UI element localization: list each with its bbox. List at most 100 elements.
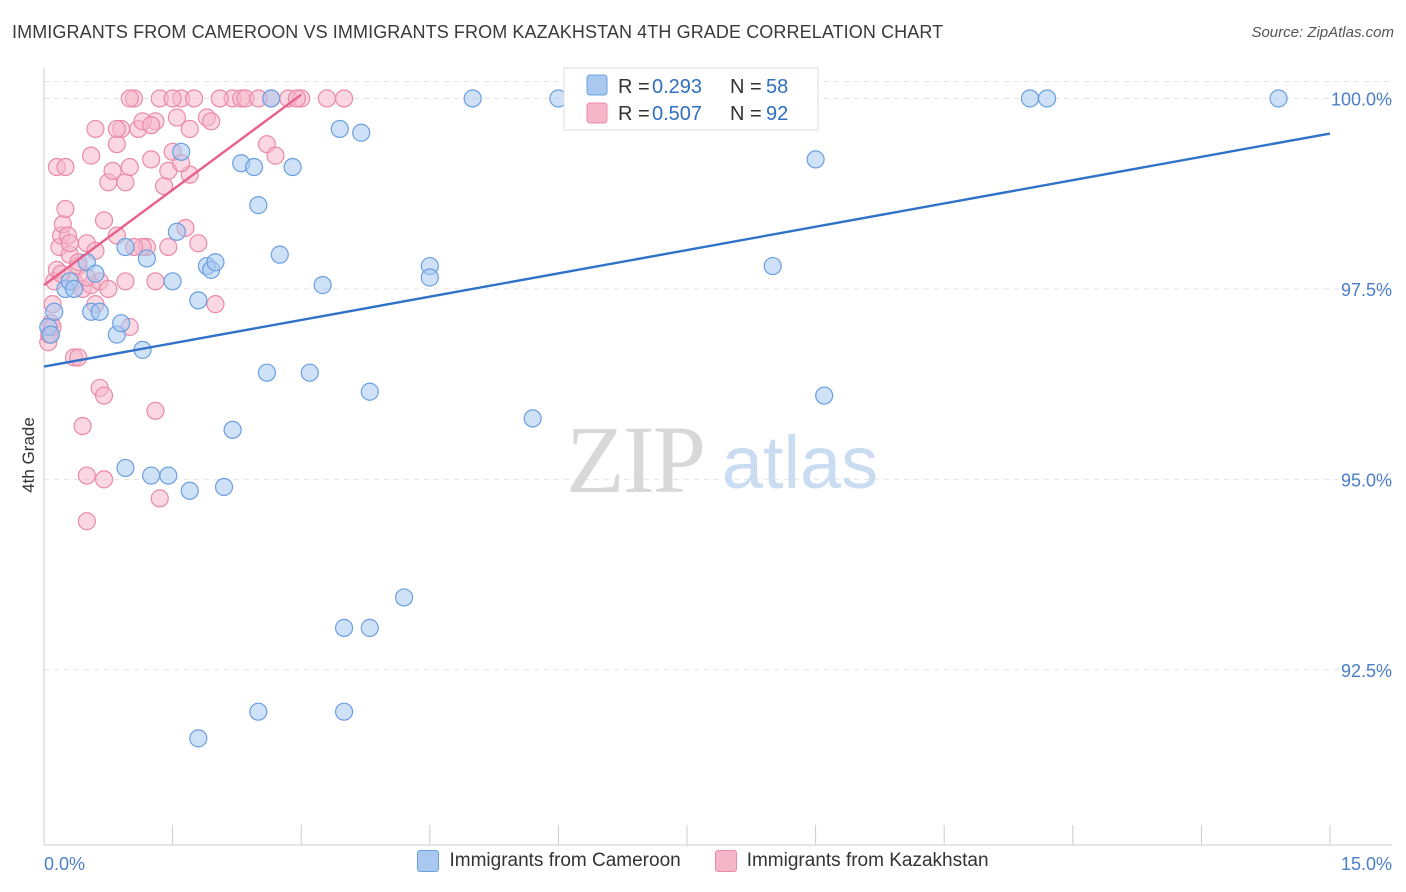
source-label: Source: ZipAtlas.com [1251,24,1394,41]
cameroon-point [86,264,105,283]
kazakhstan-point [77,466,96,485]
legend-r-label: R = [618,76,650,98]
kazakhstan-point [120,157,139,177]
kazakhstan-trend-line [43,93,302,287]
kazakhstan-point [180,119,199,139]
cameroon-point [137,249,156,268]
y-tick-label: 95.0% [1341,470,1392,490]
cameroon-point [360,382,379,401]
kazakhstan-point [189,234,208,253]
kazakhstan-point [146,272,165,291]
legend-swatch [714,850,737,872]
kazakhstan-point [107,119,126,139]
kazakhstan-point [107,135,126,154]
cameroon-point [163,272,182,291]
cameroon-point [763,256,782,276]
legend-n-label: N = [730,103,762,125]
legend-swatch-kazakhstan [586,102,608,124]
cameroon-point [1020,89,1040,108]
cameroon-point [249,702,268,721]
y-tick-label: 92.5% [1341,661,1392,681]
cameroon-point [257,363,277,382]
legend-label-cameroon: Immigrants from Cameroon [449,850,681,871]
kazakhstan-point [120,89,139,108]
cameroon-point [189,729,208,748]
cameroon-point [334,702,354,721]
axes [43,68,1392,846]
kazakhstan-point [116,272,135,291]
y-tick-labels: 92.5% 95.0% 97.5% 100.0% [1331,89,1392,680]
cameroon-point [334,618,354,637]
cameroon-point [313,276,332,295]
legend-r-label: R = [618,103,650,125]
cameroon-point [394,588,414,607]
y-axis-title: 4th Grade [19,417,38,493]
kazakhstan-point [334,89,354,108]
kazakhstan-point [266,146,285,165]
cameroon-point [206,253,225,272]
y-tick-label: 97.5% [1341,280,1392,300]
cameroon-point [159,466,178,485]
kazakhstan-point [116,173,135,192]
cameroon-point [45,302,64,321]
kazakhstan-point [56,157,75,177]
cameroon-point [360,618,379,637]
trend-lines [43,93,1331,368]
legend-r-kazakhstan: 0.507 [652,103,702,125]
kazakhstan-point [163,89,182,108]
kazakhstan-point [86,119,105,139]
kazakhstan-point [210,89,229,108]
legend-swatch-cameroon [586,74,608,96]
kazakhstan-point [56,199,75,219]
x-tick-label: 15.0% [1341,854,1392,874]
kazakhstan-point [202,112,221,131]
legend-label-kazakhstan: Immigrants from Kazakhstan [746,850,989,871]
x-tick-label: 0.0% [44,854,85,874]
cameroon-point [223,420,242,439]
kazakhstan-point [142,116,161,135]
kazakhstan-point [82,146,101,165]
cameroon-point [142,466,161,485]
legend-n-cameroon: 58 [766,76,788,98]
kazakhstan-point [94,211,114,230]
legend-swatch [417,850,440,872]
legend-n-label: N = [730,76,762,98]
kazakhstan-point [142,150,161,169]
cameroon-point [167,222,186,241]
kazakhstan-point [206,295,225,314]
watermark-zip: ZIP [566,406,704,513]
cameroon-point [262,89,281,108]
kazakhstan-point [317,89,337,108]
kazakhstan-point [69,348,88,367]
cameroon-point [172,142,191,161]
legend-item-kazakhstan: Immigrants from Kazakhstan [714,850,989,872]
cameroon-point [352,123,371,142]
cameroon-point [815,386,834,405]
series-legend: Immigrants from Cameroon Immigrants from… [0,850,1406,872]
cameroon-point [1037,89,1057,108]
legend-item-cameroon: Immigrants from Cameroon [417,850,681,872]
kazakhstan-point [103,161,122,180]
kazakhstan-point [73,416,92,436]
cameroon-point [116,458,135,478]
kazakhstan-point [94,386,114,405]
cameroon-trend-line [43,132,1331,368]
cameroon-point [300,363,319,382]
cameroon-point [270,245,289,264]
kazakhstan-point [150,489,169,508]
x-tick-labels: 0.0% 15.0% [44,854,1392,874]
cameroon-point [189,291,208,310]
kazakhstan-point [167,108,186,127]
chart-title: IMMIGRANTS FROM CAMEROON VS IMMIGRANTS F… [12,22,944,42]
stats-legend: R = 0.293 N = 58 R = 0.507 N = 92 [563,67,819,131]
cameroon-point [806,150,825,169]
cameroon-point [41,325,60,344]
cameroon-point [116,237,135,257]
cameroon-point [463,89,482,108]
cameroon-point [244,157,264,177]
kazakhstan-point [184,89,204,108]
cameroon-point [420,268,439,287]
cameroon-point [180,481,199,500]
kazakhstan-point [94,470,114,489]
